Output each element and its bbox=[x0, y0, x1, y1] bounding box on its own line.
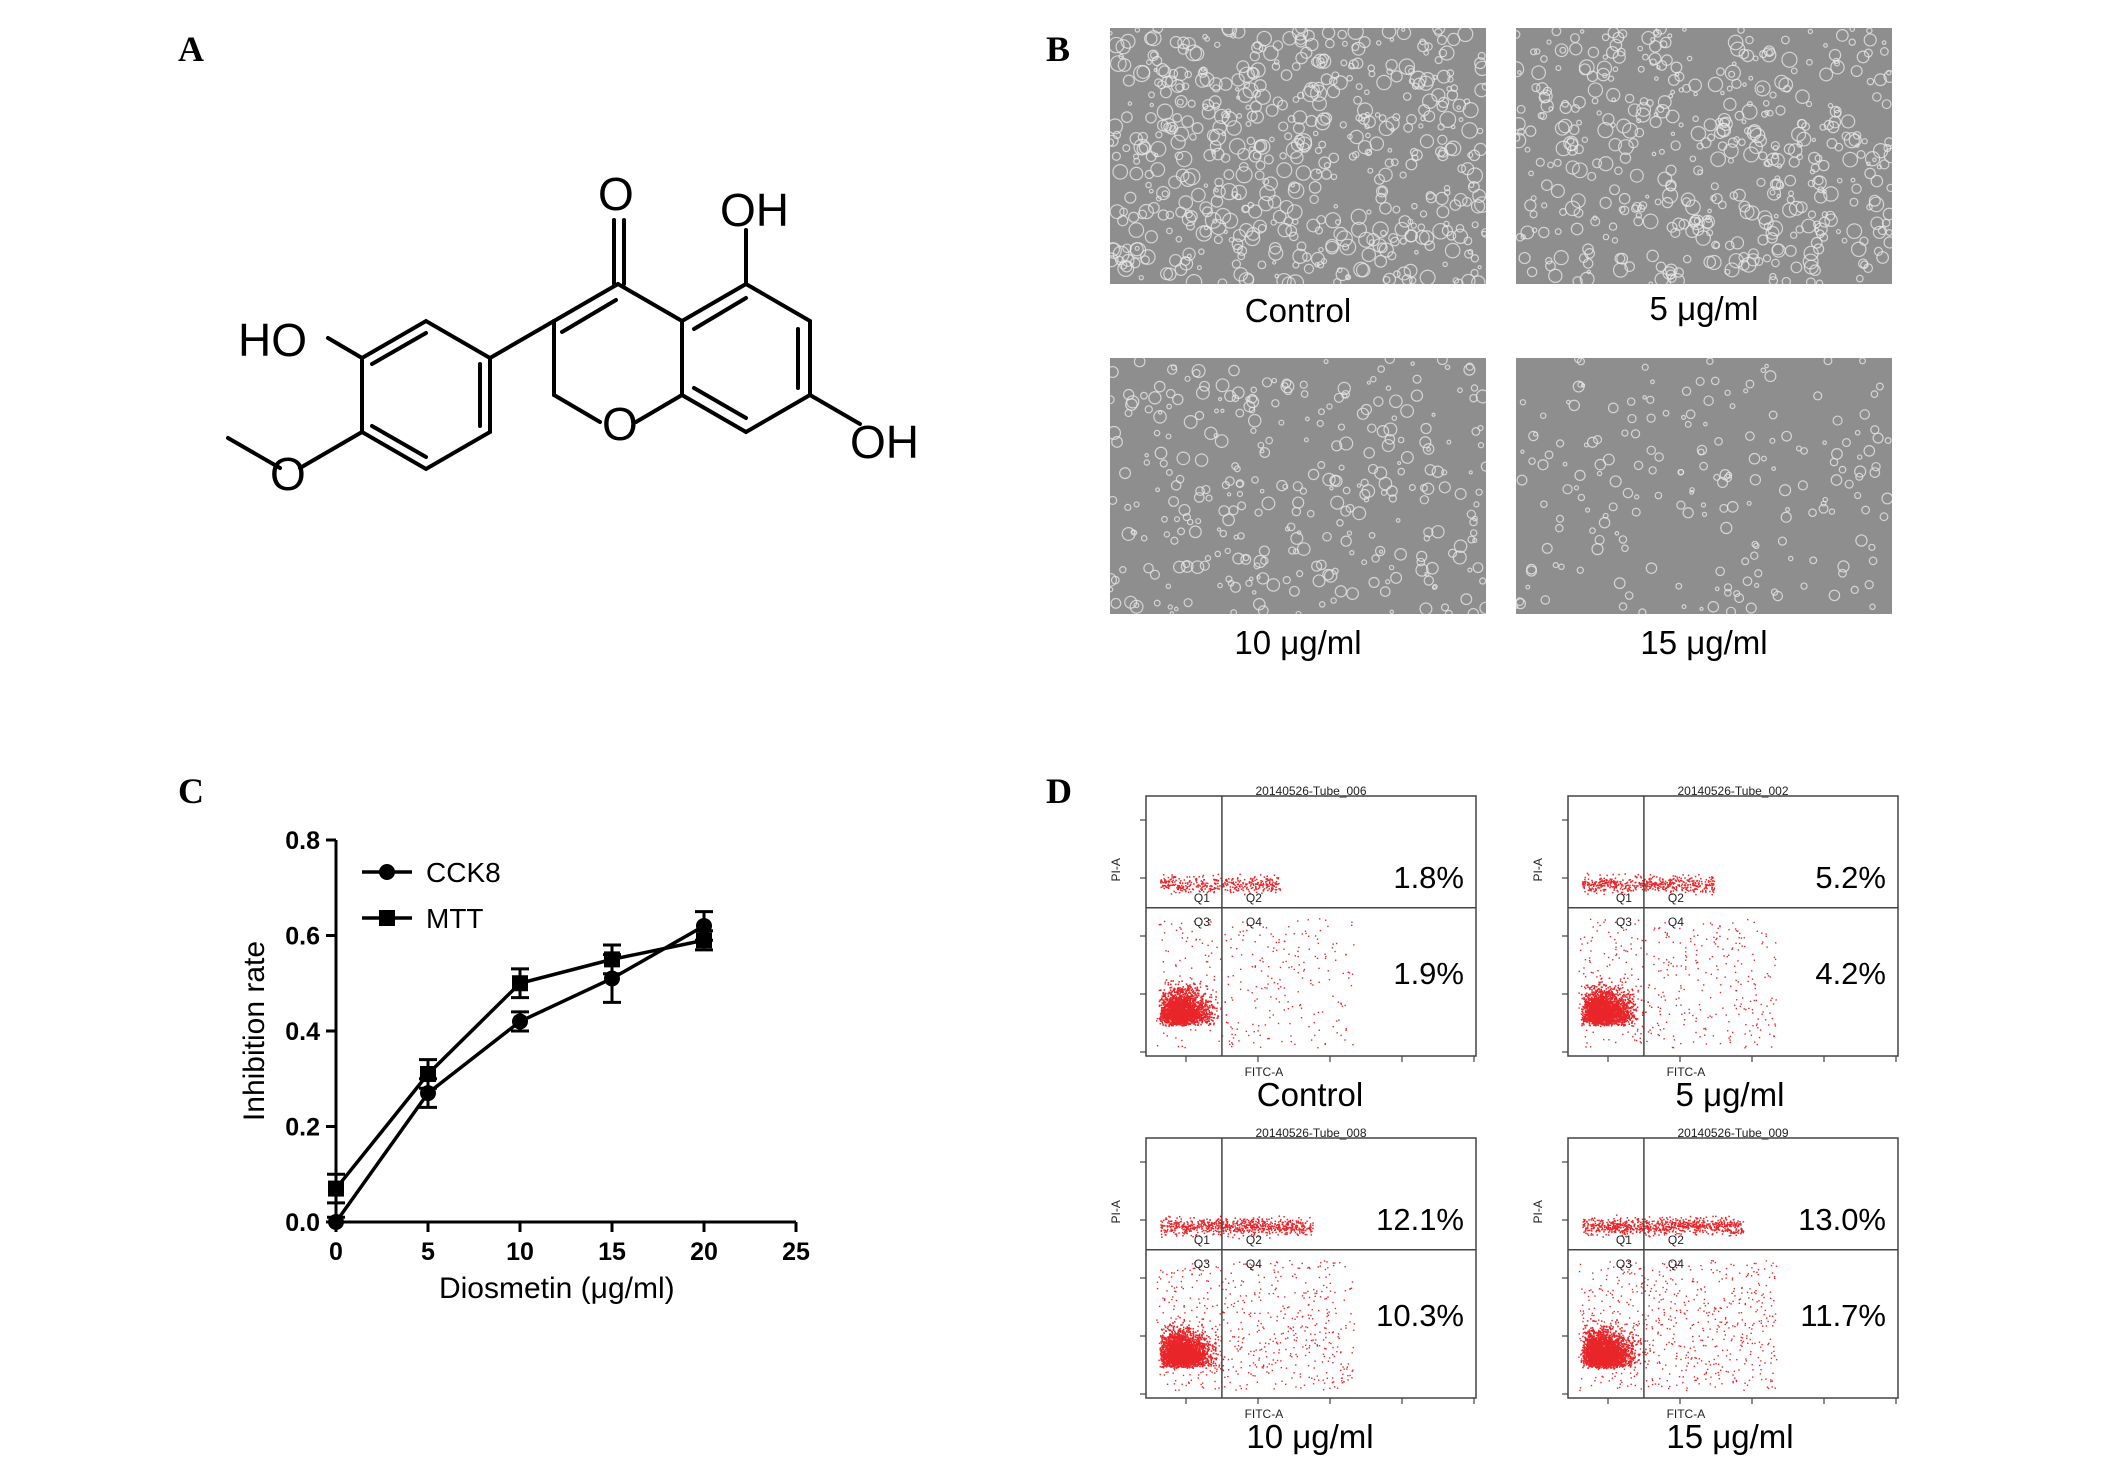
x-tick-label: 10 bbox=[506, 1238, 534, 1266]
panel-letter-b: B bbox=[1046, 29, 1071, 69]
quadrant-label: Q3 bbox=[1616, 1257, 1632, 1271]
flow-plot-title: 20140526-Tube_006 bbox=[1256, 784, 1367, 798]
flow-x-label: FITC-A bbox=[1245, 1407, 1284, 1421]
y-tick-label: 0.2 bbox=[285, 1114, 320, 1142]
data-point-cck8 bbox=[328, 1214, 344, 1230]
inhibition-chart: 0.0 0.2 0.4 0.6 0.8 0 5 10 15 20 25 Diosmetin (μg/m… bbox=[238, 827, 810, 1305]
flow-y-label: PI-A bbox=[1109, 858, 1123, 881]
flow-x-label: FITC-A bbox=[1667, 1407, 1706, 1421]
data-point-mtt bbox=[328, 1180, 344, 1197]
atom-oh-5: OH bbox=[720, 184, 789, 236]
atom-o-methoxy: O bbox=[270, 448, 306, 500]
quadrant-label: Q4 bbox=[1246, 1257, 1262, 1271]
flow-plot-10: 20140526-Tube_008 Q1 Q2 Q3 Q4 12.1% 10.3% FITC-… bbox=[1100, 1126, 1500, 1433]
flow-plot-title: 20140526-Tube_009 bbox=[1678, 1126, 1789, 1140]
quadrant-label: Q1 bbox=[1194, 1233, 1210, 1247]
quadrant-label: Q4 bbox=[1246, 915, 1262, 929]
flow-dots bbox=[1156, 873, 1355, 1049]
micrograph-15 bbox=[1516, 358, 1892, 614]
x-axis-label: Diosmetin (μg/ml) bbox=[439, 1272, 675, 1305]
flow-plot-15: 20140526-Tube_009 Q1 Q2 Q3 Q4 13.0% 11.7% FITC-… bbox=[1522, 1126, 1922, 1433]
data-point-mtt bbox=[420, 1065, 436, 1082]
flow-caption-control: Control bbox=[1256, 1076, 1364, 1113]
flow-dots bbox=[1578, 1214, 1778, 1392]
x-tick-label: 25 bbox=[782, 1238, 810, 1266]
quadrant-label: Q3 bbox=[1194, 1257, 1210, 1271]
diosmetin-structure: O OH OH O HO O bbox=[226, 168, 919, 500]
x-tick-label: 5 bbox=[421, 1238, 435, 1266]
x-tick-label: 20 bbox=[690, 1238, 718, 1266]
micrograph-caption-15: 15 μg/ml bbox=[1640, 624, 1768, 661]
quadrant-label: Q2 bbox=[1668, 1233, 1684, 1247]
flow-frame bbox=[1145, 795, 1477, 1057]
flow-frame bbox=[1145, 1137, 1477, 1399]
flow-plot-control: 20140526-Tube_006 Q1 Q2 Q3 Q4 1.8% 1.9% FITC-A P… bbox=[1100, 784, 1500, 1091]
y-tick-label: 0.4 bbox=[285, 1018, 320, 1046]
quadrant-label: Q2 bbox=[1668, 891, 1684, 905]
quadrant-label: Q3 bbox=[1616, 915, 1632, 929]
atom-ho-3p: HO bbox=[238, 314, 307, 366]
quadrant-label: Q1 bbox=[1616, 891, 1632, 905]
atom-o-ring: O bbox=[602, 398, 638, 450]
quadrant-label: Q1 bbox=[1194, 891, 1210, 905]
flow-y-label: PI-A bbox=[1531, 858, 1545, 881]
flow-frame bbox=[1567, 1137, 1899, 1399]
flow-y-label: PI-A bbox=[1109, 1200, 1123, 1223]
quadrant-label: Q4 bbox=[1668, 915, 1684, 929]
atom-oh-7: OH bbox=[850, 416, 919, 468]
flow-plot-title: 20140526-Tube_002 bbox=[1678, 784, 1789, 798]
flow-plot-title: 20140526-Tube_008 bbox=[1256, 1126, 1367, 1140]
x-tick-label: 0 bbox=[329, 1238, 343, 1266]
y-axis-label: Inhibition rate bbox=[238, 941, 271, 1121]
quadrant-label: Q4 bbox=[1668, 1257, 1684, 1271]
upper-right-percent: 1.8% bbox=[1393, 860, 1464, 895]
quadrant-label: Q3 bbox=[1194, 915, 1210, 929]
legend-marker bbox=[379, 864, 395, 880]
micrograph-5 bbox=[1516, 28, 1892, 284]
micrograph-caption-control: Control bbox=[1244, 292, 1352, 329]
flow-x-label: FITC-A bbox=[1245, 1065, 1284, 1079]
flow-dots bbox=[1156, 1215, 1356, 1391]
quadrant-label: Q1 bbox=[1616, 1233, 1632, 1247]
x-tick-label: 15 bbox=[598, 1238, 626, 1266]
legend-label: CCK8 bbox=[426, 857, 501, 888]
panel-letter-c: C bbox=[178, 771, 204, 811]
data-point-mtt bbox=[512, 975, 528, 992]
data-point-cck8 bbox=[512, 1013, 528, 1030]
quadrant-label: Q2 bbox=[1246, 1233, 1262, 1247]
upper-right-percent: 12.1% bbox=[1376, 1202, 1464, 1237]
legend-label: MTT bbox=[426, 903, 484, 934]
y-tick-label: 0.8 bbox=[285, 827, 320, 855]
atom-o-ketone: O bbox=[598, 168, 634, 220]
quadrant-label: Q2 bbox=[1246, 891, 1262, 905]
flow-y-label: PI-A bbox=[1531, 1200, 1545, 1223]
micrograph-10 bbox=[1110, 358, 1486, 614]
micrograph-caption-5: 5 μg/ml bbox=[1649, 290, 1759, 327]
micrograph-caption-10: 10 μg/ml bbox=[1234, 624, 1362, 661]
panel-letter-a: A bbox=[178, 29, 204, 69]
flow-caption-15: 15 μg/ml bbox=[1666, 1418, 1794, 1455]
flow-dots bbox=[1578, 872, 1777, 1049]
flow-plot-5: 20140526-Tube_002 Q1 Q2 Q3 Q4 5.2% 4.2% FITC-A P… bbox=[1522, 784, 1922, 1091]
lower-right-percent: 4.2% bbox=[1815, 956, 1886, 991]
y-tick-label: 0.0 bbox=[285, 1209, 320, 1237]
legend-marker bbox=[379, 910, 395, 926]
panel-letter-d: D bbox=[1046, 771, 1072, 811]
flow-frame bbox=[1567, 795, 1899, 1057]
data-point-mtt bbox=[604, 951, 620, 968]
lower-right-percent: 10.3% bbox=[1376, 1298, 1464, 1333]
y-tick-label: 0.6 bbox=[285, 923, 320, 951]
micrograph-control bbox=[1110, 28, 1486, 284]
lower-right-percent: 1.9% bbox=[1393, 956, 1464, 991]
flow-caption-10: 10 μg/ml bbox=[1246, 1418, 1374, 1455]
upper-right-percent: 5.2% bbox=[1815, 860, 1886, 895]
flow-caption-5: 5 μg/ml bbox=[1675, 1076, 1785, 1113]
upper-right-percent: 13.0% bbox=[1798, 1202, 1886, 1237]
lower-right-percent: 11.7% bbox=[1800, 1298, 1886, 1333]
data-point-mtt bbox=[696, 932, 712, 949]
flow-x-label: FITC-A bbox=[1667, 1065, 1706, 1079]
